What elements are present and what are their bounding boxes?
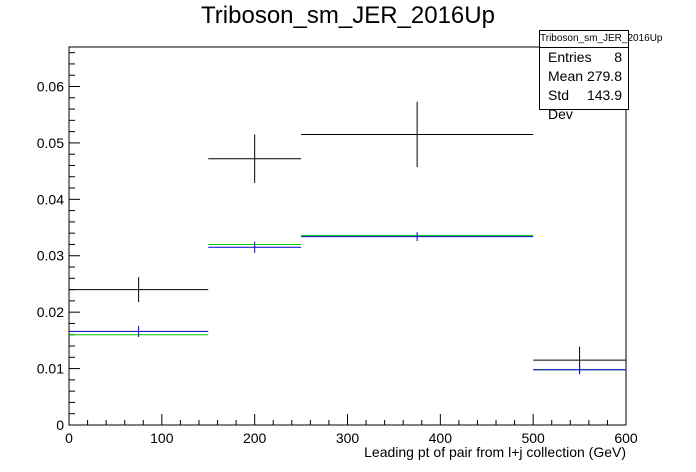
stats-mean-value: 279.8	[586, 68, 622, 84]
x-tick-label: 200	[243, 430, 267, 446]
stats-mean-label: Mean	[548, 68, 584, 84]
stats-stddev-row: Std Dev 143.9	[540, 86, 628, 122]
stats-box: Triboson_sm_JER_2016Up Entries 8 Mean 27…	[539, 30, 662, 122]
stats-title: Triboson_sm_JER_2016Up	[540, 31, 662, 48]
x-tick-label: 600	[614, 430, 638, 446]
chart-title: Triboson_sm_JER_2016Up	[201, 2, 495, 29]
y-tick-label: 0.03	[37, 248, 64, 264]
stats-entries-row: Entries 8	[540, 48, 628, 67]
x-tick-label: 300	[336, 430, 360, 446]
x-tick-label: 400	[429, 430, 453, 446]
y-tick-label: 0.04	[37, 191, 64, 207]
stats-mean-row: Mean 279.8	[540, 67, 628, 86]
stats-entries-value: 8	[614, 49, 622, 65]
stats-stddev-label: Std Dev	[548, 87, 573, 122]
x-tick-label: 500	[521, 430, 545, 446]
y-tick-label: 0.05	[37, 135, 64, 151]
y-tick-label: 0.06	[37, 78, 64, 94]
x-tick-label: 100	[150, 430, 174, 446]
x-axis-label: Leading pt of pair from l+j collection (…	[364, 444, 626, 460]
y-tick-label: 0.01	[37, 361, 64, 377]
stats-entries-label: Entries	[548, 49, 592, 65]
y-tick-label: 0	[56, 417, 64, 433]
y-tick-label: 0.02	[37, 304, 64, 320]
x-tick-label: 0	[65, 430, 73, 446]
stats-stddev-value: 143.9	[586, 87, 622, 103]
